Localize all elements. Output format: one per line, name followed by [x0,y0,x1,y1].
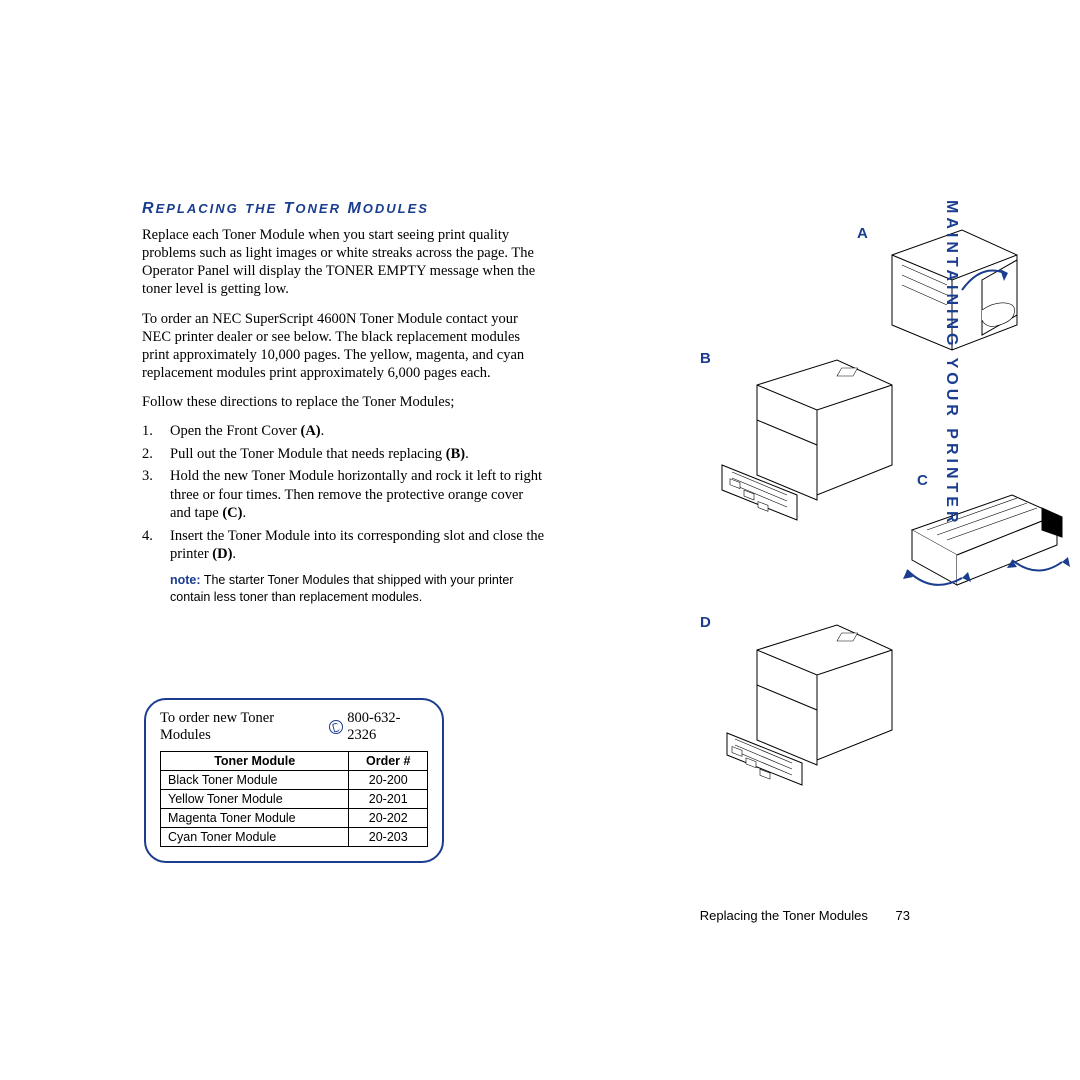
order-phone: 800-632-2326 [347,710,428,744]
phone-icon [329,720,343,734]
note-text: The starter Toner Modules that shipped w… [170,573,513,604]
figure-c [892,475,1072,615]
table-row: Cyan Toner Module 20-203 [161,827,428,846]
step-text-post: . [232,546,236,562]
left-column: REPLACING THE TONER MODULES Replace each… [142,200,547,863]
table-cell: Black Toner Module [161,770,349,789]
page-number: 73 [896,908,910,923]
side-tab: MAINTAINING YOUR PRINTER [942,200,960,527]
table-cell: Magenta Toner Module [161,808,349,827]
table-header-row: Toner Module Order # [161,751,428,770]
step-number: 3. [142,467,153,486]
steps-list: 1. Open the Front Cover (A). 2. Pull out… [142,422,547,564]
table-row: Black Toner Module 20-200 [161,770,428,789]
step-number: 4. [142,527,153,546]
step-text-post: . [465,446,469,462]
section-heading: REPLACING THE TONER MODULES [142,200,547,218]
heading-w4rest: ODULES [363,201,429,216]
step-item: 4. Insert the Toner Module into its corr… [142,527,547,564]
figure-b [702,350,902,530]
paragraph-3: Follow these directions to replace the T… [142,393,547,411]
paragraph-2: To order an NEC SuperScript 4600N Toner … [142,310,547,383]
step-text-pre: Open the Front Cover [170,423,300,439]
table-cell: 20-200 [349,770,428,789]
heading-w4cap: M [347,200,362,217]
footer-text: Replacing the Toner Modules [700,908,868,923]
step-text-bold: (A) [300,423,320,439]
table-cell: 20-203 [349,827,428,846]
footer: Replacing the Toner Modules 73 [0,908,1080,923]
step-text-bold: (C) [222,505,242,521]
page-content: REPLACING THE TONER MODULES Replace each… [142,200,942,863]
paragraph-1: Replace each Toner Module when you start… [142,226,547,299]
step-item: 3. Hold the new Toner Module horizontall… [142,467,547,523]
table-cell: Yellow Toner Module [161,789,349,808]
table-header: Toner Module [161,751,349,770]
step-text-bold: (D) [212,546,232,562]
step-text-post: . [321,423,325,439]
heading-w1cap: R [142,200,156,217]
table-row: Magenta Toner Module 20-202 [161,808,428,827]
note-paragraph: note: The starter Toner Modules that shi… [170,572,547,606]
step-item: 1. Open the Front Cover (A). [142,422,547,441]
step-text-pre: Pull out the Toner Module that needs rep… [170,446,446,462]
heading-w3rest: ONER [295,201,341,216]
figure-d [702,615,902,795]
heading-w2rest: THE [245,201,277,216]
table-row: Yellow Toner Module 20-201 [161,789,428,808]
note-label: note: [170,573,201,587]
table-cell: 20-201 [349,789,428,808]
order-table: Toner Module Order # Black Toner Module … [160,751,428,847]
order-title: To order new Toner Modules 800-632-2326 [160,710,428,744]
table-cell: 20-202 [349,808,428,827]
table-header: Order # [349,751,428,770]
step-text-post: . [242,505,246,521]
order-title-pre: To order new Toner Modules [160,710,325,744]
step-item: 2. Pull out the Toner Module that needs … [142,445,547,464]
step-number: 1. [142,422,153,441]
heading-w1rest: EPLACING [156,201,239,216]
step-number: 2. [142,445,153,464]
order-box: To order new Toner Modules 800-632-2326 … [144,698,444,863]
heading-w3cap: T [284,200,296,217]
table-cell: Cyan Toner Module [161,827,349,846]
step-text-bold: (B) [446,446,465,462]
